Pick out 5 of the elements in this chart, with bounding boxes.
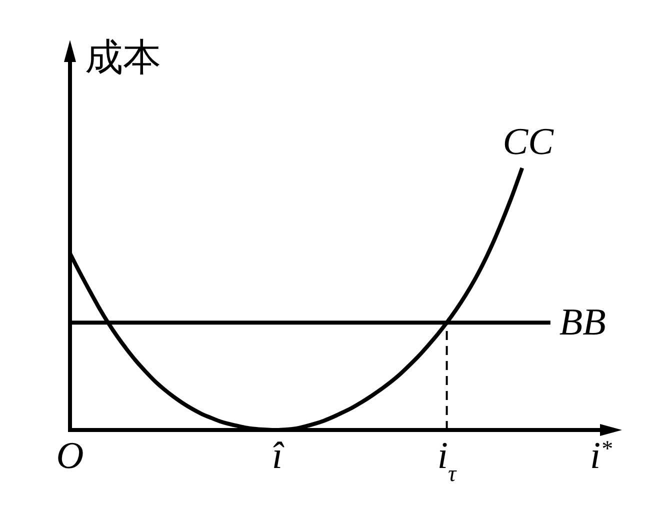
x-axis-title: i$^{*}$ [590,435,612,477]
x-tick-label: î [272,435,283,477]
x-tick-label: O [56,435,84,477]
x-tick-label: i$_{τ}$ [437,435,456,486]
y-axis-title: 成本 [85,37,161,79]
